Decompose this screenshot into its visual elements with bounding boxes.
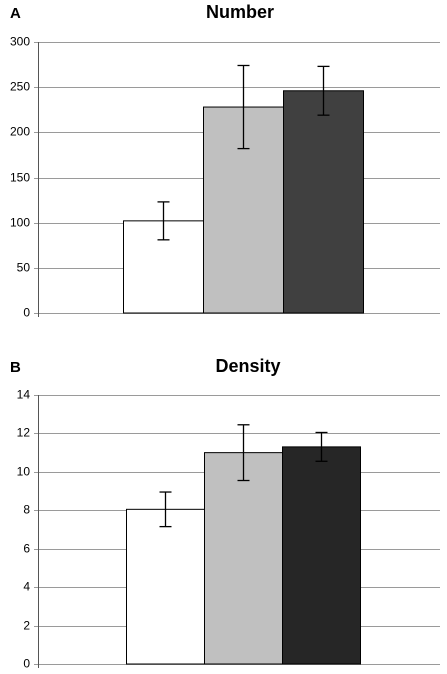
- y-tick-label-a: 150: [10, 171, 30, 185]
- error-bar-b-2: [237, 424, 250, 482]
- bar-a-3: [283, 90, 364, 314]
- error-bar-a-1: [157, 201, 170, 241]
- y-tick-label-a: 0: [23, 306, 30, 320]
- chart-title-density: Density: [215, 356, 280, 376]
- y-tick-label-a: 100: [10, 216, 30, 230]
- bars-b: [126, 446, 361, 665]
- y-tick-label-a: 200: [10, 125, 30, 139]
- panel-label-b: B: [10, 359, 21, 376]
- y-ticks-b: 0 2 4 6 8 10 12 14: [17, 388, 31, 671]
- error-bars-a: [157, 64, 330, 241]
- y-tick-label-b: 0: [23, 657, 30, 671]
- y-tick-label-a: 300: [10, 35, 30, 49]
- y-tick-label-b: 8: [23, 503, 30, 517]
- y-tick-label-b: 14: [17, 388, 31, 402]
- error-bar-b-1: [159, 491, 172, 528]
- y-tick-label-a: 250: [10, 80, 30, 94]
- bar-b-2: [204, 452, 283, 665]
- error-bar-a-2: [237, 64, 250, 150]
- error-bars-b: [159, 424, 328, 528]
- error-bar-b-3: [315, 431, 328, 462]
- y-tick-label-b: 10: [17, 465, 31, 479]
- y-tick-label-b: 12: [17, 426, 31, 440]
- y-tick-label-a: 50: [17, 261, 31, 275]
- y-tick-label-b: 2: [23, 619, 30, 633]
- chart-title-number: Number: [206, 2, 274, 22]
- panel-label-a: A: [10, 5, 21, 22]
- chart-panel-a: A Number 0 50 100 150 200 250 300: [10, 2, 440, 320]
- bar-b-3: [282, 446, 361, 665]
- error-bar-a-3: [317, 65, 330, 116]
- y-tick-label-b: 4: [23, 580, 30, 594]
- chart-panel-b: B Density 0 2 4 6 8 10 12 14: [10, 356, 440, 671]
- bar-b-1: [126, 508, 205, 665]
- y-tick-label-b: 6: [23, 542, 30, 556]
- y-ticks-a: 0 50 100 150 200 250 300: [10, 35, 30, 320]
